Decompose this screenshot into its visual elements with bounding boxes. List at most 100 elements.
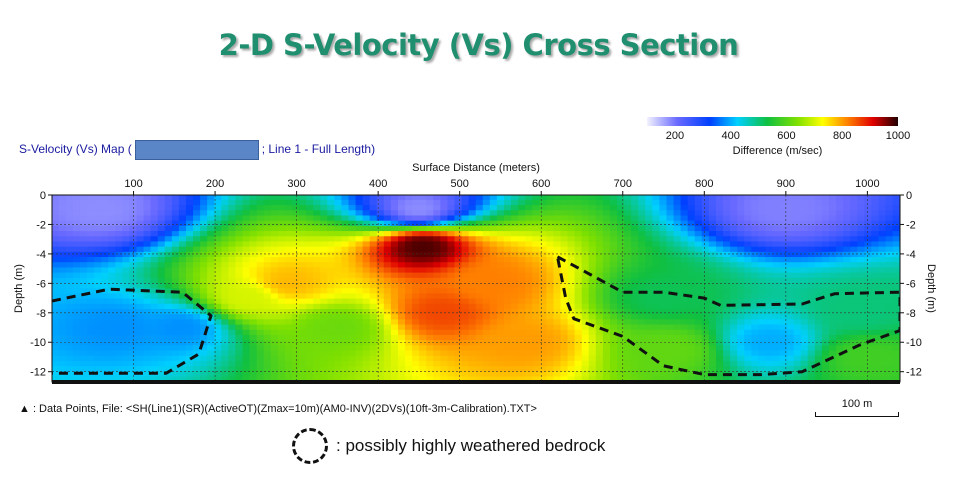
heatmap-cell	[320, 376, 329, 382]
heatmap-cell	[355, 215, 364, 222]
heatmap-cell	[270, 199, 279, 206]
heatmap-cell	[723, 236, 731, 243]
heatmap-cell	[723, 314, 731, 321]
heatmap-cell	[617, 262, 625, 269]
heatmap-cell	[765, 340, 774, 347]
heatmap-cell	[751, 324, 760, 331]
heatmap-cell	[313, 272, 322, 279]
heatmap-cell	[178, 251, 187, 258]
heatmap-cell	[482, 319, 491, 326]
heatmap-cell	[101, 267, 110, 274]
heatmap-cell	[369, 293, 378, 300]
heatmap-cell	[150, 376, 159, 382]
heatmap-cell	[122, 215, 131, 222]
heatmap-cell	[807, 195, 816, 201]
heatmap-cell	[800, 262, 809, 269]
heatmap-cell	[567, 277, 576, 284]
heatmap-cell	[454, 329, 463, 336]
heatmap-cell	[885, 308, 894, 315]
heatmap-cell	[588, 319, 597, 326]
heatmap-cell	[645, 283, 654, 289]
heatmap-cell	[327, 345, 336, 352]
heatmap-cell	[263, 293, 272, 300]
heatmap-cell	[850, 293, 859, 300]
heatmap-cell	[447, 319, 456, 326]
heatmap-cell	[207, 236, 216, 243]
heatmap-cell	[708, 324, 717, 331]
heatmap-cell	[624, 329, 632, 336]
heatmap-cell	[482, 376, 491, 382]
heatmap-cell	[715, 334, 724, 341]
heatmap-cell	[779, 288, 788, 295]
heatmap-cell	[496, 195, 505, 201]
heatmap-cell	[595, 257, 604, 264]
heatmap-cell	[221, 225, 230, 232]
heatmap-cell	[511, 251, 519, 258]
heatmap-cell	[334, 340, 343, 347]
heatmap-cell	[518, 210, 526, 217]
heatmap-cell	[468, 303, 477, 310]
heatmap-cell	[631, 215, 640, 222]
heatmap-cell	[200, 314, 208, 321]
heatmap-cell	[511, 350, 519, 357]
heatmap-cell	[857, 329, 866, 336]
heatmap-cell	[426, 334, 435, 341]
heatmap-cell	[221, 215, 230, 222]
heatmap-cell	[638, 251, 647, 258]
heatmap-cell	[164, 329, 173, 336]
heatmap-cell	[652, 293, 661, 300]
heatmap-cell	[242, 251, 251, 258]
heatmap-cell	[150, 199, 159, 206]
heatmap-cell	[546, 236, 555, 243]
heatmap-cell	[814, 314, 823, 321]
heatmap-cell	[793, 298, 802, 305]
heatmap-cell	[79, 215, 88, 222]
heatmap-cell	[779, 231, 788, 238]
heatmap-cell	[511, 308, 519, 315]
heatmap-cell	[235, 340, 244, 347]
heatmap-cell	[178, 329, 187, 336]
y-tick-label-right: -8	[906, 308, 916, 320]
heatmap-cell	[814, 350, 823, 357]
heatmap-cell	[659, 267, 668, 274]
heatmap-cell	[461, 303, 470, 310]
heatmap-cell	[58, 251, 67, 258]
heatmap-cell	[376, 267, 385, 274]
heatmap-cell	[52, 350, 60, 357]
heatmap-cell	[58, 376, 67, 382]
heatmap-cell	[878, 314, 887, 321]
heatmap-cell	[65, 225, 74, 232]
heatmap-cell	[864, 195, 873, 201]
heatmap-cell	[687, 195, 696, 201]
x-tick-label: 900	[777, 178, 795, 190]
heatmap-cell	[178, 199, 187, 206]
heatmap-cell	[708, 360, 717, 367]
heatmap-cell	[701, 225, 710, 232]
heatmap-cell	[291, 199, 300, 206]
heatmap-cell	[362, 340, 371, 347]
heatmap-cell	[433, 366, 442, 373]
heatmap-cell	[588, 360, 597, 367]
heatmap-cell	[299, 329, 307, 336]
heatmap-cell	[836, 303, 844, 310]
heatmap-cell	[475, 303, 484, 310]
heatmap-cell	[468, 298, 477, 305]
heatmap-cell	[772, 210, 781, 217]
heatmap-cell	[546, 246, 555, 253]
heatmap-cell	[193, 308, 201, 315]
heatmap-cell	[829, 241, 837, 248]
heatmap-cell	[631, 246, 640, 253]
heatmap-cell	[588, 246, 597, 253]
heatmap-cell	[793, 236, 802, 243]
heatmap-cell	[355, 262, 364, 269]
heatmap-cell	[454, 257, 463, 264]
heatmap-cell	[270, 324, 279, 331]
heatmap-cell	[284, 376, 293, 382]
heatmap-cell	[390, 231, 399, 238]
heatmap-cell	[284, 199, 293, 206]
heatmap-cell	[511, 319, 519, 326]
heatmap-cell	[694, 366, 703, 373]
heatmap-cell	[143, 366, 152, 373]
heatmap-cell	[821, 355, 830, 362]
heatmap-cell	[143, 303, 152, 310]
